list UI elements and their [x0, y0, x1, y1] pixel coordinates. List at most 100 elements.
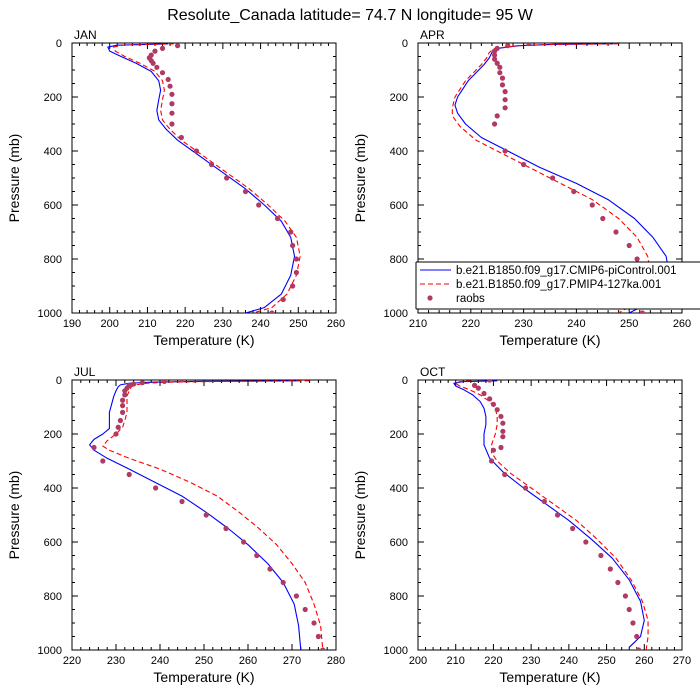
raobs-point	[193, 148, 200, 154]
y-axis-label: Pressure (mb)	[6, 134, 22, 223]
y-tick-label: 0	[56, 375, 62, 387]
raobs-point	[502, 471, 508, 478]
raobs-point	[481, 390, 487, 397]
plot-area	[89, 380, 326, 650]
x-tick-label: 260	[635, 655, 653, 667]
raobs-point	[203, 512, 209, 518]
raobs-point	[490, 401, 497, 407]
raobs-point	[241, 539, 247, 545]
raobs-point	[165, 76, 171, 83]
y-axis-label: Pressure (mb)	[6, 471, 22, 560]
raobs-point	[626, 606, 632, 613]
pmip4-127ka-line	[455, 380, 649, 650]
x-tick-label: 230	[522, 655, 540, 667]
raobs-point	[490, 447, 497, 453]
y-tick-label: 800	[44, 591, 62, 603]
y-tick-label: 400	[390, 483, 408, 495]
pmip4-127ka-line	[112, 43, 301, 313]
x-tick-label: 250	[620, 318, 638, 330]
raobs-point	[154, 64, 160, 70]
legend-label: b.e21.B1850.f09_g17.CMIP6-piControl.001	[456, 265, 677, 277]
raobs-point	[491, 121, 498, 127]
raobs-point	[487, 396, 493, 402]
raobs-point	[502, 97, 508, 103]
x-tick-label: 230	[514, 318, 532, 330]
y-tick-label: 400	[44, 146, 62, 158]
x-tick-label: 230	[214, 318, 232, 330]
raobs-point	[598, 552, 604, 559]
x-tick-label: 220	[462, 318, 480, 330]
y-tick-label: 400	[390, 146, 408, 158]
plot-area	[453, 380, 649, 650]
y-axis-label: Pressure (mb)	[352, 134, 368, 223]
x-tick-label: 210	[447, 655, 465, 667]
raobs-point	[498, 444, 504, 451]
pmip4-127ka-line	[451, 43, 651, 313]
raobs-point	[169, 121, 175, 127]
raobs-point	[169, 110, 175, 116]
y-tick-label: 1000	[38, 308, 62, 320]
raobs-point	[179, 498, 185, 505]
raobs-point	[634, 633, 640, 640]
y-tick-label: 400	[44, 483, 62, 495]
raobs-point	[589, 202, 595, 208]
raobs-point	[541, 498, 547, 505]
raobs-point	[475, 385, 481, 391]
raobs-point	[167, 83, 173, 89]
legend-background	[416, 262, 700, 309]
raobs-point	[120, 403, 126, 409]
x-axis-label: Temperature (K)	[153, 332, 254, 348]
raobs-point	[499, 82, 506, 88]
raobs-point	[500, 434, 506, 440]
raobs-point	[634, 256, 640, 262]
raobs-point	[139, 380, 145, 386]
raobs-point	[269, 310, 275, 313]
x-tick-label: 250	[289, 318, 307, 330]
x-axis-label: Temperature (K)	[499, 669, 600, 685]
panel-oct: OCT 200 210 220 230 240 250 260 270 0 200 400 600 800…	[352, 365, 691, 685]
raobs-point	[120, 397, 126, 403]
raobs-point	[242, 188, 249, 195]
raobs-point	[522, 485, 529, 491]
raobs-point	[487, 380, 493, 383]
raobs-point	[293, 269, 299, 276]
raobs-point	[494, 60, 500, 66]
raobs-point	[554, 512, 561, 518]
legend-label: raobs	[456, 293, 485, 305]
x-tick-label: 210	[138, 318, 156, 330]
raobs-point	[491, 52, 498, 58]
raobs-point	[179, 380, 185, 383]
raobs-point	[615, 579, 621, 586]
raobs-point	[274, 215, 281, 222]
raobs-point	[471, 382, 478, 388]
raobs-point	[320, 647, 326, 650]
plot-area	[107, 43, 301, 313]
x-tick-label: 210	[409, 318, 427, 330]
x-tick-label: 270	[283, 655, 301, 667]
y-tick-label: 600	[44, 200, 62, 212]
panel-apr: APR 210 220 230 240 250 260 0 200 400 600 800 1000 Te…	[352, 28, 700, 348]
raobs-point	[113, 431, 119, 437]
raobs-point	[491, 56, 498, 62]
raobs-point	[491, 48, 498, 54]
x-tick-label: 220	[484, 655, 502, 667]
raobs-point	[178, 134, 184, 141]
x-tick-label: 230	[107, 655, 125, 667]
raobs-point	[208, 161, 215, 168]
x-tick-label: 250	[597, 655, 615, 667]
raobs-point	[293, 256, 299, 262]
raobs-point	[500, 420, 506, 426]
panel-title: OCT	[420, 365, 446, 379]
raobs-point	[497, 70, 503, 76]
raobs-point	[122, 392, 128, 398]
picontrol-line	[454, 43, 670, 313]
raobs-point	[280, 579, 286, 586]
raobs-point	[126, 471, 132, 478]
picontrol-line	[107, 43, 296, 313]
raobs-point	[302, 606, 308, 613]
raobs-point	[280, 296, 286, 303]
raobs-point	[290, 283, 296, 289]
pmip4-127ka-line	[102, 380, 324, 650]
y-tick-label: 800	[44, 254, 62, 266]
